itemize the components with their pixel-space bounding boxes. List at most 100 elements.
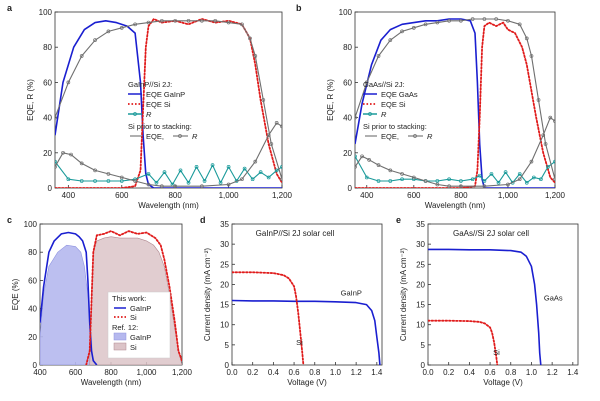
data-point-r-prior- — [423, 179, 428, 183]
legend-title: This work: — [112, 294, 146, 303]
legend-label: EQE GaInP — [146, 90, 185, 99]
legend-label: EQE, — [381, 132, 399, 141]
y-tick-label: 5 — [225, 341, 230, 350]
legend-label: R — [192, 132, 198, 141]
y-axis-label: EQE (%) — [11, 278, 20, 310]
data-point-r — [524, 180, 529, 185]
y-tick-label: 100 — [39, 8, 53, 17]
data-point-r-prior- — [106, 172, 111, 176]
y-tick-label: 25 — [416, 260, 425, 269]
data-point-eqe-prior- — [173, 18, 178, 23]
data-point-eqe-prior- — [79, 54, 84, 58]
data-point-eqe-prior- — [269, 142, 274, 146]
legend-label: Si — [130, 343, 137, 352]
data-point-r-prior- — [79, 161, 84, 166]
y-tick-label: 0 — [421, 361, 426, 370]
series-line-eqe-prior- — [55, 20, 282, 180]
legend-label: R — [381, 110, 387, 119]
data-point-eqe-prior- — [261, 98, 266, 102]
data-point-r — [447, 177, 451, 182]
data-point-r-prior- — [376, 163, 381, 167]
legend-marker — [133, 112, 137, 116]
data-point-r — [218, 180, 223, 185]
chart-title: GaInP//Si 2J solar cell — [256, 229, 335, 238]
data-point-r — [459, 179, 463, 183]
data-point-r-prior- — [274, 121, 279, 125]
x-tick-label: 400 — [33, 368, 47, 377]
data-point-r — [496, 180, 501, 185]
data-point-eqe-prior- — [146, 20, 151, 25]
data-point-r — [400, 177, 404, 182]
data-point-eqe-prior- — [364, 80, 369, 85]
plot-area — [428, 248, 542, 365]
x-tick-label: 800 — [454, 191, 468, 200]
data-point-eqe-prior- — [280, 177, 282, 182]
data-point-r — [66, 177, 71, 182]
x-tick-label: 1,200 — [545, 191, 566, 200]
data-point-r-prior- — [548, 115, 553, 120]
x-tick-label: 0.8 — [309, 368, 321, 377]
y-tick-label: 20 — [343, 149, 352, 158]
data-point-r — [186, 180, 191, 185]
data-point-r-prior- — [367, 157, 371, 162]
series-label-si: Si — [493, 348, 500, 357]
series-line-r — [55, 161, 282, 186]
data-point-eqe-prior- — [553, 177, 555, 182]
data-point-eqe-prior- — [159, 18, 164, 23]
series-line-eqe-prior- — [355, 18, 555, 180]
y-tick-label: 40 — [343, 114, 352, 123]
data-point-r-prior- — [529, 159, 534, 164]
y-tick-label: 20 — [28, 333, 37, 342]
data-point-r-prior- — [360, 154, 364, 159]
legend-label: EQE GaAs — [381, 90, 418, 99]
series-line-si — [232, 271, 305, 365]
data-point-r — [202, 179, 207, 183]
data-point-r — [531, 175, 536, 180]
data-point-r — [376, 179, 381, 183]
y-tick-label: 100 — [339, 8, 353, 17]
x-tick-label: 800 — [168, 191, 182, 200]
legend-swatch — [113, 332, 127, 341]
legend-label: EQE Si — [146, 100, 171, 109]
x-tick-label: 0.2 — [443, 368, 455, 377]
y-tick-label: 35 — [220, 220, 229, 229]
data-point-r-prior- — [61, 150, 65, 155]
x-tick-label: 1.2 — [351, 368, 363, 377]
x-tick-label: 1.4 — [567, 368, 579, 377]
data-point-r-prior- — [435, 182, 440, 187]
data-point-r — [546, 165, 550, 169]
data-point-eqe-prior- — [213, 18, 218, 23]
series-line-si — [428, 319, 499, 365]
y-tick-label: 0 — [348, 184, 353, 193]
x-tick-label: 0.2 — [247, 368, 259, 377]
data-point-r — [517, 172, 522, 176]
x-tick-label: 1,000 — [219, 191, 240, 200]
y-tick-label: 20 — [220, 280, 229, 289]
series-line-gainp — [232, 299, 381, 365]
data-point-r — [106, 179, 111, 183]
data-point-eqe-prior- — [482, 17, 487, 21]
series-line-si — [85, 230, 182, 365]
data-point-r-prior- — [280, 124, 282, 129]
panel-d: d 0.0 0.2 0.4 0.6 0.8 1.0 1.2 1.4 0 5 10 15 20 25 30 35 V… — [200, 215, 383, 387]
legend-title: GaAs//Si 2J: — [363, 80, 405, 89]
x-tick-label: 0.6 — [485, 368, 497, 377]
y-tick-label: 0 — [225, 361, 230, 370]
y-axis-label: Current density (mA cm⁻²) — [203, 248, 212, 341]
data-point-r — [355, 154, 357, 159]
data-point-eqe-prior- — [55, 115, 57, 120]
x-tick-label: 1.0 — [526, 368, 538, 377]
x-tick-label: 600 — [115, 191, 129, 200]
x-axis-label: Voltage (V) — [287, 378, 327, 387]
x-tick-label: 600 — [407, 191, 421, 200]
y-tick-label: 30 — [416, 240, 425, 249]
data-point-r — [178, 168, 183, 173]
data-point-r-prior- — [146, 182, 151, 187]
x-axis-label: Wavelength (nm) — [81, 378, 142, 387]
data-point-r — [258, 170, 263, 175]
data-point-r — [470, 177, 475, 182]
data-point-eqe-prior- — [93, 38, 97, 43]
data-point-eqe-prior- — [435, 20, 440, 25]
data-point-r — [194, 165, 199, 169]
data-point-r — [482, 179, 487, 183]
